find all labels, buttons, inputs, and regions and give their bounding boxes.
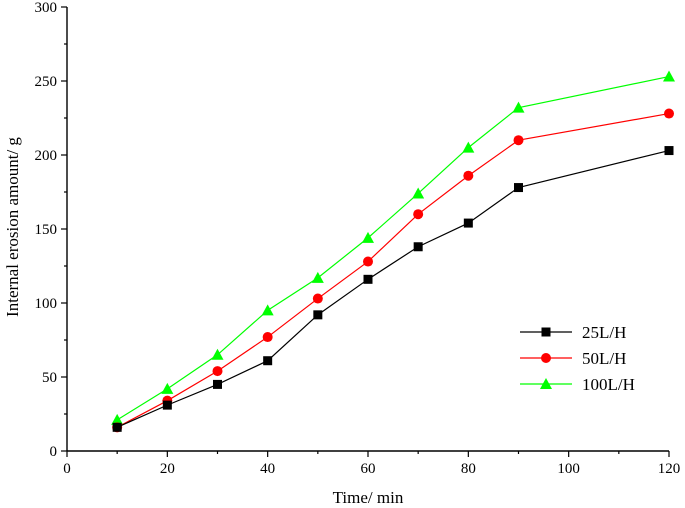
x-tick-label: 0 [63,461,71,477]
legend-marker [541,353,551,363]
data-point [313,310,323,320]
x-tick-label: 40 [260,461,275,477]
data-point [212,366,223,377]
legend-label: 50L/H [582,349,626,368]
data-point [514,183,523,193]
x-tick-label: 60 [361,461,376,477]
y-tick-label: 50 [42,370,57,386]
legend-marker [540,378,552,389]
y-tick-label: 150 [35,222,58,238]
data-point [664,108,674,119]
y-tick-label: 300 [35,0,58,16]
x-tick-label: 20 [160,461,175,477]
series-line [116,112,670,428]
series-line [116,75,670,421]
series-line [116,149,670,428]
legend-item-100l-h: 100L/H [520,375,635,394]
data-point [161,382,174,394]
data-point [111,413,124,425]
data-point [462,141,475,153]
data-point [663,70,675,82]
data-point [463,218,473,228]
legend: 25L/H 50L/H 100L/H [520,323,635,394]
legend-label: 25L/H [582,323,626,342]
data-point [363,256,373,267]
legend-item-25l-h: 25L/H [520,323,626,342]
x-tick-label: 80 [461,461,476,477]
data-point [664,146,674,156]
y-tick-label: 0 [50,444,58,460]
y-tick-label: 250 [35,74,58,90]
x-tick-label: 100 [557,461,580,477]
data-point [513,135,524,146]
data-point [112,422,122,432]
y-tick-label: 100 [35,296,58,312]
data-point [263,356,273,366]
data-point [262,332,273,343]
y-tick-label: 200 [35,148,58,164]
y-axis-title: Internal erosion amount/ g [3,137,22,317]
legend-label: 100L/H [582,375,635,394]
data-point [213,379,222,389]
x-tick-label: 120 [658,461,681,477]
data-point [211,348,224,360]
series-layer [111,70,675,433]
data-point [412,187,425,199]
legend-item-50l-h: 50L/H [520,349,626,368]
data-point [413,242,423,252]
series-25l-h [112,146,674,432]
series-100l-h [111,70,675,425]
data-point [312,293,323,304]
data-point [463,170,474,181]
data-point [311,271,324,283]
data-point [362,231,374,243]
data-point [162,400,172,410]
data-point [512,101,525,113]
data-point [363,274,373,284]
legend-marker [541,327,551,337]
axes: 0 50 100 150 200 250 300 0 20 40 60 80 100 120 [35,0,681,477]
x-axis-title: Time/ min [333,488,404,507]
data-point [413,209,424,220]
data-point [261,304,274,316]
